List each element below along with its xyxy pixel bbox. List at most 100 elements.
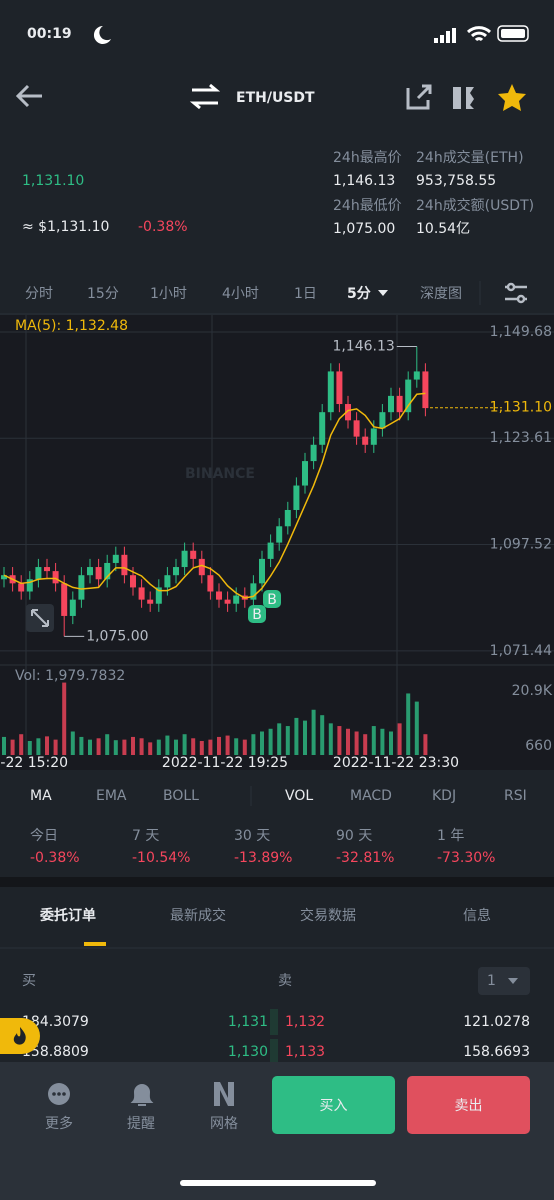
interval-tab[interactable]: 15分 bbox=[87, 286, 119, 302]
buy-button-label[interactable]: 买入 bbox=[320, 1098, 348, 1114]
period-label: 30 天 bbox=[234, 828, 270, 844]
volume-bar bbox=[363, 734, 368, 755]
section-tab[interactable]: 交易数据 bbox=[300, 907, 356, 924]
fullscreen-icon bbox=[31, 609, 49, 627]
back-button[interactable] bbox=[15, 84, 42, 108]
depth-bar bbox=[270, 1039, 278, 1065]
bid-price: 1,131 bbox=[228, 1014, 268, 1030]
interval-tab[interactable]: 分时 bbox=[25, 286, 53, 302]
candle-body bbox=[379, 412, 386, 429]
buy-marker bbox=[263, 590, 281, 608]
price-change: -0.38% bbox=[138, 219, 188, 235]
candle-body bbox=[293, 485, 300, 510]
nav-label[interactable]: 网格 bbox=[210, 1116, 238, 1132]
stat-value: 1,146.13 bbox=[333, 173, 395, 189]
volume-bar bbox=[139, 738, 144, 755]
period-label: 90 天 bbox=[336, 828, 372, 844]
candle-body bbox=[190, 550, 197, 559]
ask-amount: 158.6693 bbox=[463, 1044, 530, 1060]
period-change: -32.81% bbox=[336, 850, 394, 866]
ask-price: 1,133 bbox=[285, 1044, 325, 1060]
indicator-tab[interactable]: VOL bbox=[285, 788, 313, 804]
candle-body bbox=[138, 587, 145, 600]
indicator-tab[interactable]: EMA bbox=[96, 788, 127, 804]
volume-bar bbox=[62, 682, 67, 755]
volume-bar bbox=[113, 740, 118, 755]
period-change: -0.38% bbox=[30, 850, 80, 866]
buy-marker-label: B bbox=[267, 592, 277, 608]
volume-bar bbox=[423, 734, 428, 755]
x-tick-label: 2022-11-22 19:25 bbox=[162, 755, 288, 771]
buy-header: 买 bbox=[22, 973, 36, 989]
candle-body bbox=[327, 371, 334, 413]
buy-button[interactable] bbox=[272, 1076, 395, 1134]
interval-dropdown[interactable] bbox=[378, 290, 388, 296]
volume-bar bbox=[406, 693, 411, 755]
nav-label[interactable]: 提醒 bbox=[127, 1116, 155, 1132]
period-change: -10.54% bbox=[132, 850, 190, 866]
volume-bar bbox=[242, 739, 247, 755]
indicator-tab[interactable]: BOLL bbox=[163, 788, 199, 804]
battery-icon bbox=[497, 25, 529, 42]
signal-icon bbox=[434, 28, 456, 43]
indicator-tab[interactable]: MA bbox=[30, 788, 52, 804]
stat-value: 10.54亿 bbox=[416, 221, 470, 237]
status-time: 00:19 bbox=[27, 26, 72, 42]
candle-body bbox=[250, 583, 257, 600]
volume-bar bbox=[2, 736, 6, 755]
swap-icon[interactable] bbox=[189, 83, 221, 110]
alert-icon[interactable] bbox=[130, 1084, 154, 1106]
indicator-tab[interactable]: RSI bbox=[504, 788, 527, 804]
watermark: BINANCE bbox=[185, 466, 255, 482]
ma-line bbox=[3, 392, 426, 599]
interval-tab[interactable]: 1小时 bbox=[150, 286, 187, 302]
interval-tab[interactable]: 4小时 bbox=[222, 286, 259, 302]
volume-bar bbox=[45, 736, 49, 755]
interval-tab[interactable]: 1日 bbox=[294, 286, 317, 302]
compare-icon[interactable] bbox=[453, 87, 474, 109]
candle-body bbox=[405, 379, 412, 413]
favorite-star[interactable] bbox=[498, 84, 526, 111]
section-tab[interactable]: 委托订单 bbox=[39, 907, 96, 924]
settings-icon[interactable] bbox=[505, 282, 527, 304]
candle-body bbox=[370, 428, 377, 445]
share-icon[interactable] bbox=[406, 84, 432, 110]
volume-bar bbox=[414, 701, 419, 755]
interval-tab[interactable]: 深度图 bbox=[420, 286, 462, 302]
section-tab[interactable]: 最新成交 bbox=[170, 907, 226, 924]
volume-bar bbox=[19, 734, 24, 755]
sell-button-label[interactable]: 卖出 bbox=[455, 1098, 483, 1114]
candle-body bbox=[130, 575, 136, 588]
pair-title[interactable]: ETH/USDT bbox=[236, 90, 315, 106]
period-label: 7 天 bbox=[132, 828, 159, 844]
candle-body bbox=[336, 371, 343, 405]
bid-price: 1,130 bbox=[228, 1044, 268, 1060]
volume-tick-label: 20.9K bbox=[512, 683, 553, 699]
y-tick-label: 1,071.44 bbox=[490, 643, 552, 659]
grid-icon[interactable] bbox=[214, 1082, 234, 1106]
candle-body bbox=[319, 412, 326, 445]
indicator-tab[interactable]: MACD bbox=[350, 788, 392, 804]
candle-body bbox=[164, 575, 171, 588]
wifi-icon bbox=[466, 26, 492, 42]
depth-select[interactable] bbox=[478, 967, 530, 995]
depth-dropdown bbox=[508, 978, 518, 984]
ask-amount: 121.0278 bbox=[463, 1014, 530, 1030]
volume-bar bbox=[328, 723, 333, 755]
interval-tab[interactable]: 5分 bbox=[347, 286, 371, 302]
volume-bar bbox=[10, 739, 15, 755]
sell-button[interactable] bbox=[407, 1076, 530, 1134]
depth-value[interactable]: 1 bbox=[487, 973, 496, 989]
candle-body bbox=[44, 567, 50, 572]
candle-body bbox=[121, 554, 128, 576]
volume-bar bbox=[165, 735, 170, 755]
section-tab[interactable]: 信息 bbox=[463, 907, 491, 924]
indicator-tab[interactable]: KDJ bbox=[432, 788, 456, 804]
float-icon bbox=[13, 1027, 26, 1045]
candle-body bbox=[310, 444, 317, 462]
period-label: 今日 bbox=[30, 828, 58, 844]
sell-header: 卖 bbox=[278, 973, 292, 989]
volume-bar bbox=[320, 715, 325, 755]
nav-label[interactable]: 更多 bbox=[45, 1115, 73, 1132]
